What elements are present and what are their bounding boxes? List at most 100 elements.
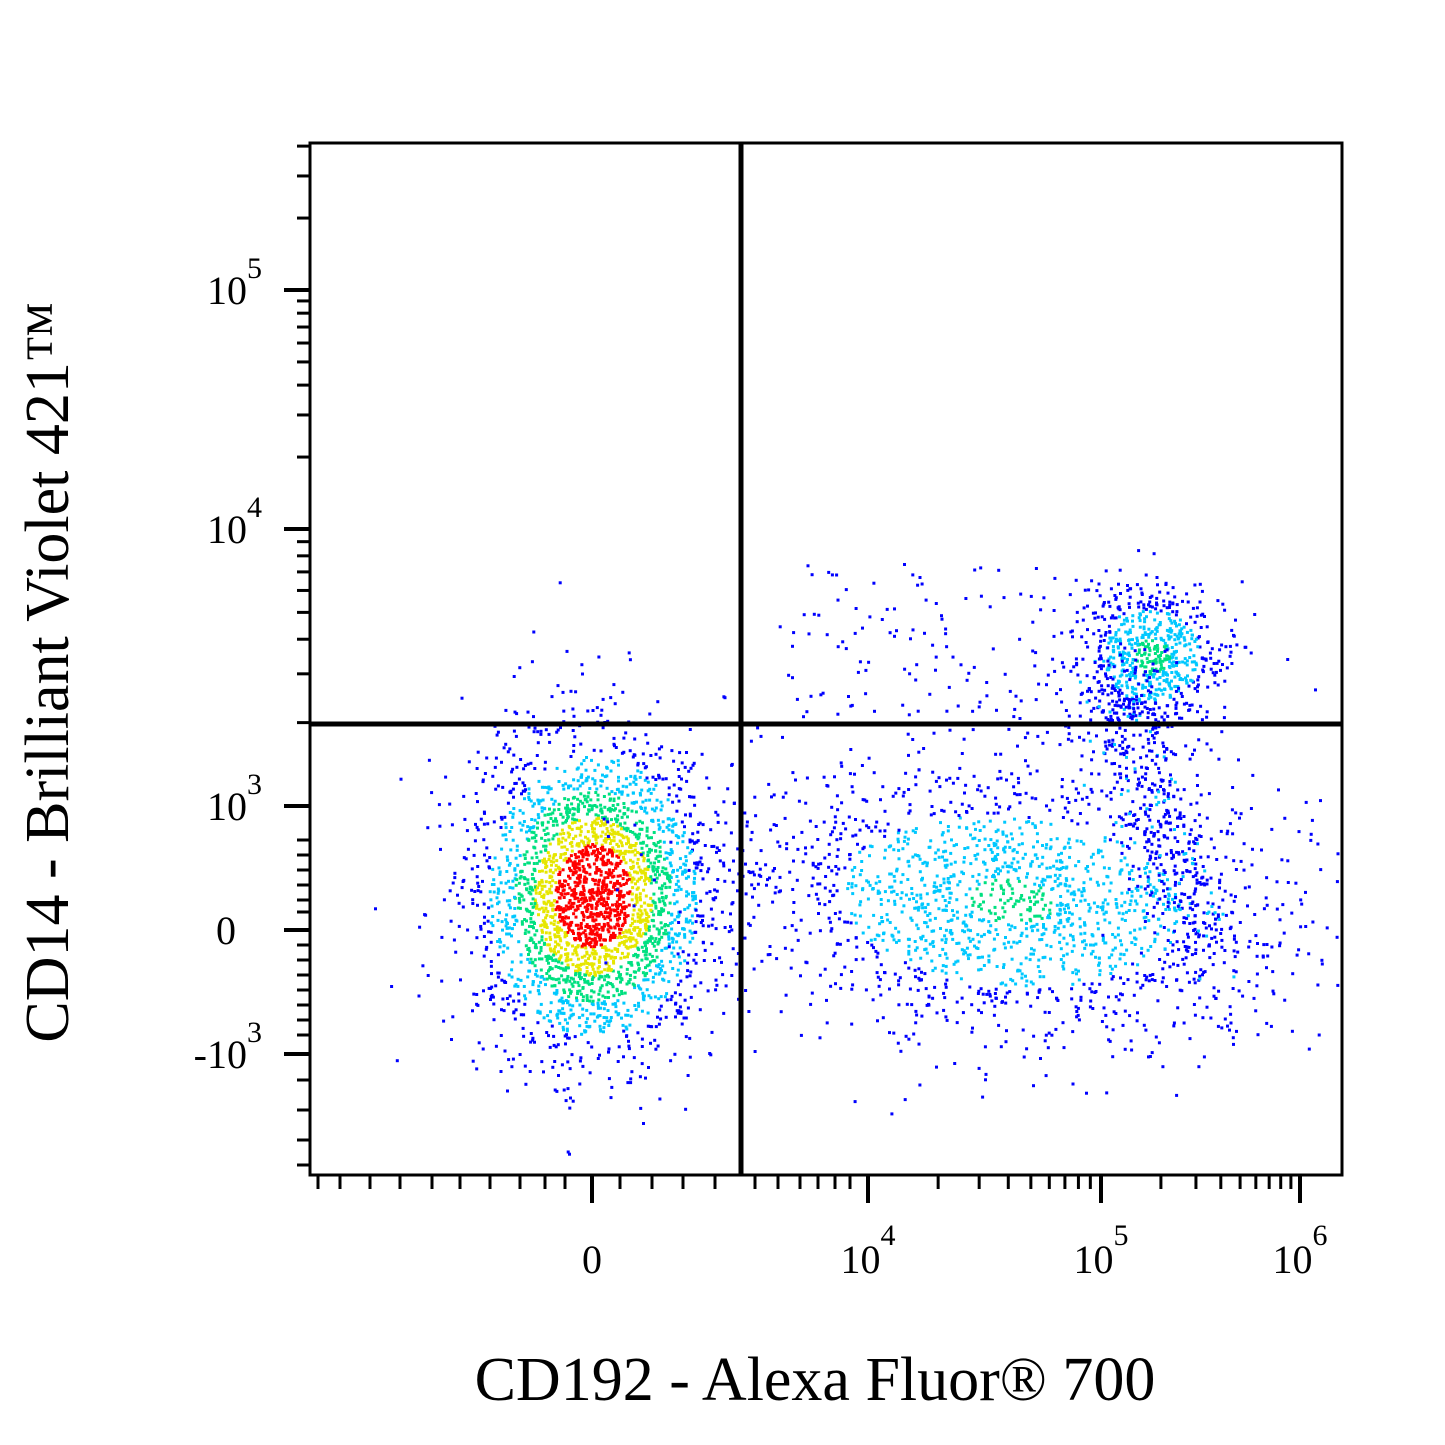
event-dot	[1270, 945, 1274, 949]
event-dot	[566, 955, 570, 959]
event-dot	[523, 1002, 527, 1006]
event-dot	[1047, 1011, 1051, 1014]
event-dot	[613, 933, 617, 937]
event-dot	[643, 809, 647, 813]
event-dot	[1004, 936, 1007, 939]
event-dot	[652, 865, 656, 869]
event-dot	[897, 787, 901, 791]
event-dot	[615, 854, 619, 858]
event-dot	[593, 804, 597, 807]
event-dot	[1275, 880, 1279, 884]
event-dot	[848, 853, 851, 857]
event-dot	[1121, 740, 1125, 744]
event-dot	[592, 897, 596, 901]
event-dot	[595, 853, 599, 857]
event-dot	[1141, 643, 1145, 647]
event-dot	[536, 741, 540, 745]
event-dot	[866, 941, 870, 944]
event-dot	[532, 802, 536, 806]
event-dot	[673, 1052, 677, 1056]
event-dot	[563, 1018, 567, 1022]
event-dot	[903, 1098, 907, 1102]
event-dot	[907, 966, 911, 970]
event-dot	[955, 843, 958, 847]
event-dot	[654, 948, 658, 952]
event-dot	[1074, 864, 1078, 868]
event-dot	[523, 994, 527, 998]
event-dot	[1051, 990, 1054, 994]
event-dot	[1071, 982, 1075, 986]
event-dot	[700, 752, 704, 756]
event-dot	[708, 890, 712, 894]
event-dot	[581, 911, 585, 915]
event-dot	[646, 978, 650, 982]
event-dot	[618, 822, 622, 826]
event-dot	[522, 985, 526, 988]
event-dot	[607, 975, 611, 979]
event-dot	[916, 927, 920, 931]
event-dot	[822, 820, 826, 824]
event-dot	[1211, 963, 1215, 967]
event-dot	[544, 880, 548, 884]
event-dot	[572, 818, 576, 822]
event-dot	[540, 809, 544, 813]
event-dot	[888, 987, 891, 991]
event-dot	[694, 908, 698, 912]
event-dot	[522, 898, 526, 902]
event-dot	[1154, 657, 1158, 661]
event-dot	[1300, 902, 1304, 906]
event-dot	[534, 900, 537, 904]
event-dot	[643, 953, 647, 957]
event-dot	[1181, 871, 1185, 875]
event-dot	[1109, 616, 1113, 620]
event-dot	[744, 862, 747, 866]
event-dot	[618, 839, 622, 843]
event-dot	[529, 799, 533, 803]
event-dot	[759, 849, 763, 853]
event-dot	[557, 957, 561, 961]
event-dot	[588, 962, 592, 966]
event-dot	[1195, 773, 1199, 777]
event-dot	[1111, 1055, 1115, 1059]
event-dot	[596, 848, 599, 851]
event-dot	[1016, 968, 1020, 972]
event-dot	[583, 899, 587, 903]
event-dot	[623, 916, 626, 920]
event-dot	[633, 975, 637, 979]
event-dot	[846, 887, 850, 891]
event-dot	[661, 899, 665, 903]
event-dot	[898, 976, 902, 980]
event-dot	[1008, 928, 1012, 932]
event-dot	[586, 844, 590, 848]
event-dot	[1094, 955, 1097, 959]
event-dot	[598, 1028, 602, 1032]
event-dot	[560, 961, 564, 965]
event-dot	[651, 942, 655, 945]
event-dot	[1120, 684, 1124, 688]
event-dot	[617, 779, 620, 783]
event-dot	[1155, 644, 1159, 647]
event-dot	[1111, 1028, 1115, 1032]
event-dot	[596, 835, 600, 839]
event-dot	[1175, 634, 1179, 638]
event-dot	[897, 857, 901, 861]
event-dot	[611, 969, 615, 973]
event-dot	[536, 886, 539, 890]
event-dot	[512, 753, 516, 757]
event-dot	[687, 892, 690, 896]
event-dot	[1228, 1028, 1231, 1032]
event-dot	[1286, 658, 1290, 661]
event-dot	[583, 1030, 587, 1034]
event-dot	[1005, 865, 1009, 868]
event-dot	[585, 996, 589, 1000]
event-dot	[546, 832, 550, 836]
event-dot	[1062, 907, 1066, 911]
event-dot	[642, 762, 646, 766]
event-dot	[1004, 995, 1007, 999]
event-dot	[582, 869, 586, 873]
event-dot	[716, 878, 720, 881]
event-dot	[1148, 660, 1152, 663]
event-dot	[471, 1009, 474, 1013]
event-dot	[1080, 797, 1084, 801]
event-dot	[546, 1014, 550, 1018]
